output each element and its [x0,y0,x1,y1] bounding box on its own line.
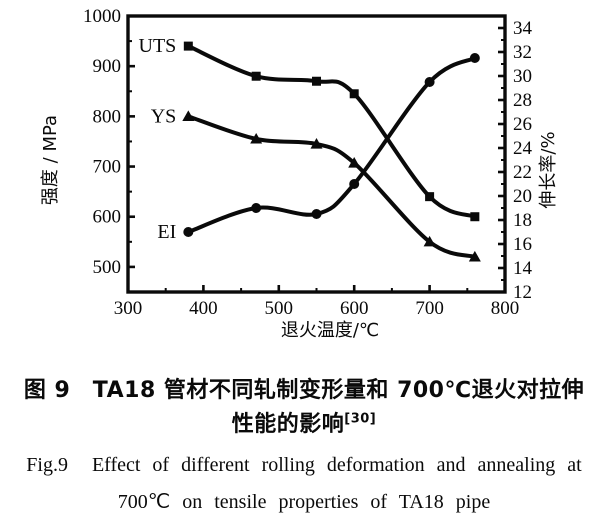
x-tick-label: 800 [491,298,520,319]
ei-series-label: EI [157,221,176,243]
y-left-tick-label: 800 [93,106,122,127]
caption-english-line2: 700℃ on tensile properties of TA18 pipe [117,491,491,513]
ys-curve [186,114,477,259]
ys-marker [182,110,195,121]
ei-marker [251,203,262,213]
y-right-tick-label: 18 [513,210,532,231]
y-right-tick-label: 24 [513,138,533,159]
ei-marker [183,227,194,237]
y-right-tick-label: 20 [513,186,532,207]
chart-area: 1000 900 800 700 600 500 34 32 30 28 26 24 22 20 18 16 1… [40,6,559,341]
tensile-properties-chart: 1000 900 800 700 600 500 34 32 30 28 26 24 22 20 18 16 1… [40,6,559,341]
caption-english-line1: Fig.9 Effect of different rolling deform… [26,454,582,476]
y-right-tick-label: 26 [513,114,532,135]
y-right-axis-title: 伸长率/% [538,131,559,208]
ei-marker [424,77,435,87]
y-left-axis-title: 强度 / MPa [40,115,61,205]
caption-chinese-line2: 性能的影响[30] [0,406,608,438]
y-right-tick-label: 30 [513,66,532,87]
y-right-tick-label: 28 [513,90,532,111]
y-left-tick-label: 900 [93,56,122,77]
uts-marker [251,71,261,81]
ys-marker [468,250,481,262]
y-right-tick-label: 16 [513,234,532,255]
x-tick-label: 500 [265,298,294,319]
uts-marker [470,212,480,222]
ys-marker [423,235,436,247]
ys-marker [250,132,263,144]
ei-marker [349,179,360,189]
x-tick-label: 600 [340,298,369,319]
uts-marker [425,192,435,202]
y-left-tick-label: 600 [93,207,122,228]
x-tick-label: 400 [189,298,218,319]
ei-marker [311,209,322,219]
x-axis-title: 退火温度/℃ [281,320,379,341]
y-right-tick-label: 34 [513,18,533,39]
x-tick-label: 300 [114,298,143,319]
caption-chinese-line1: 图 9 TA18 管材不同轧制变形量和 700℃退火对拉伸 [23,378,585,403]
y-right-tick-label: 22 [513,162,532,183]
ys-marker [310,137,323,149]
uts-marker [183,41,193,51]
uts-series-label: UTS [139,35,177,57]
ys-series-label: YS [151,105,177,127]
x-tick-label: 700 [415,298,444,319]
caption-reference-superscript: [30] [344,411,377,427]
caption-chinese-line2-text: 性能的影响 [231,412,345,437]
y-left-tick-label: 1000 [83,6,121,27]
y-left-tick-label: 700 [93,157,122,178]
ys-marker [348,157,361,168]
ei-marker [469,53,480,63]
y-right-tick-label: 14 [513,258,533,279]
y-right-tick-label: 32 [513,42,532,63]
uts-marker [312,76,321,86]
y-left-tick-label: 500 [93,257,122,278]
y-right-tick-label: 12 [513,282,532,303]
uts-marker [349,89,359,99]
